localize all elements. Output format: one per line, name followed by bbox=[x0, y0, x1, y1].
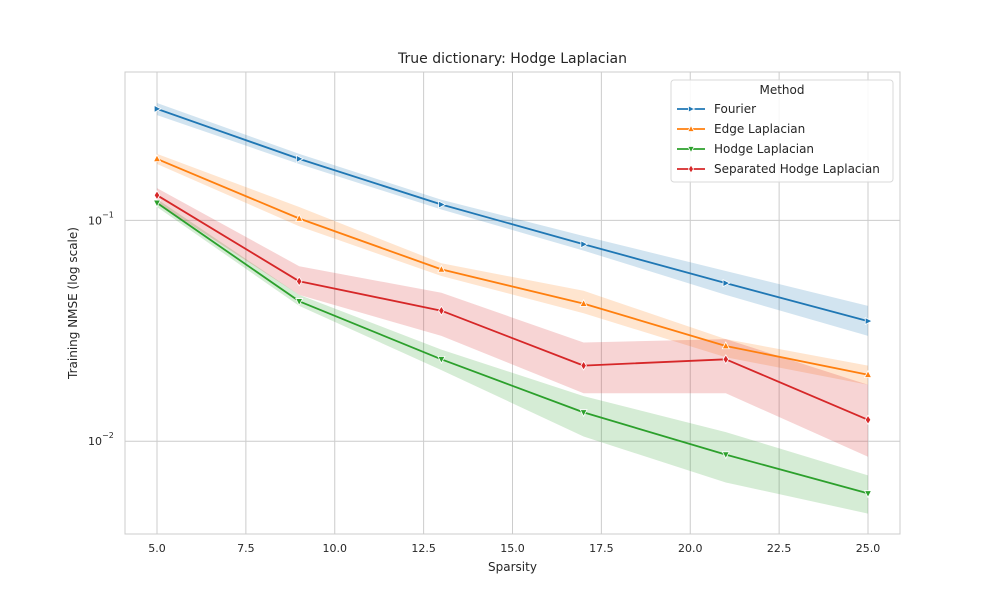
data-point-3 bbox=[864, 414, 872, 425]
data-point-1 bbox=[721, 341, 730, 350]
x-axis-label: Sparsity bbox=[488, 560, 537, 574]
x-tick-label: 17.5 bbox=[589, 542, 614, 555]
data-point-1 bbox=[437, 264, 446, 273]
legend-item-1: Edge Laplacian bbox=[677, 122, 805, 136]
x-tick-label: 20.0 bbox=[678, 542, 703, 555]
data-point-1 bbox=[152, 154, 162, 163]
x-tick-label: 15.0 bbox=[500, 542, 525, 555]
data-point-3 bbox=[153, 190, 161, 201]
data-point-2 bbox=[295, 298, 304, 307]
data-point-2 bbox=[863, 490, 873, 499]
y-tick-exponent: −1 bbox=[102, 210, 114, 219]
legend-label: Hodge Laplacian bbox=[714, 142, 814, 156]
data-point-0 bbox=[580, 240, 589, 249]
data-point-3 bbox=[295, 276, 303, 287]
x-tick-label: 25.0 bbox=[856, 542, 881, 555]
plot-frame bbox=[124, 71, 901, 535]
legend-marker bbox=[688, 105, 696, 113]
confidence-band-2 bbox=[157, 199, 868, 514]
data-point-1 bbox=[295, 213, 304, 222]
x-tick-label: 7.5 bbox=[237, 542, 255, 555]
legend-marker bbox=[687, 124, 695, 132]
data-point-1 bbox=[863, 369, 873, 378]
series-line-0 bbox=[156, 108, 869, 322]
confidence-band-3 bbox=[157, 188, 868, 457]
data-point-3 bbox=[722, 354, 730, 365]
y-tick-label: 10 −1 bbox=[88, 210, 114, 227]
series-line-3 bbox=[156, 194, 869, 421]
data-point-3 bbox=[438, 305, 445, 316]
chart-title: True dictionary: Hodge Laplacian bbox=[397, 51, 627, 67]
data-point-0 bbox=[438, 200, 447, 209]
series-line-1 bbox=[156, 158, 869, 376]
confidence-band-1 bbox=[157, 153, 868, 385]
legend-label: Edge Laplacian bbox=[714, 122, 805, 136]
legend-item-2: Hodge Laplacian bbox=[677, 142, 814, 156]
data-point-1 bbox=[579, 298, 588, 307]
legend-box bbox=[670, 79, 894, 183]
y-tick-exponent: −2 bbox=[102, 431, 114, 440]
y-tick-label: 10 −2 bbox=[88, 431, 114, 448]
data-point-0 bbox=[722, 279, 731, 288]
y-axis-label: Training NMSE (log scale) bbox=[66, 227, 80, 380]
x-tick-label: 10.0 bbox=[322, 542, 347, 555]
x-tick-label: 22.5 bbox=[767, 542, 792, 555]
legend-marker bbox=[687, 146, 695, 154]
x-tick-label: 12.5 bbox=[411, 542, 436, 555]
legend-label: Separated Hodge Laplacian bbox=[714, 162, 880, 176]
legend-marker bbox=[688, 164, 694, 174]
legend-label: Fourier bbox=[714, 102, 756, 116]
y-tick-base: 10 bbox=[88, 214, 102, 227]
x-tick-label: 5.0 bbox=[148, 542, 166, 555]
data-point-3 bbox=[580, 360, 587, 371]
data-point-0 bbox=[296, 154, 304, 163]
legend-item-3: Separated Hodge Laplacian bbox=[677, 162, 880, 176]
data-point-0 bbox=[864, 316, 873, 326]
data-point-2 bbox=[437, 356, 446, 365]
legend-item-0: Fourier bbox=[677, 102, 756, 116]
data-point-2 bbox=[579, 409, 588, 418]
series-line-2 bbox=[156, 202, 869, 495]
y-tick-base: 10 bbox=[88, 435, 102, 448]
legend-title: Method bbox=[759, 83, 804, 97]
data-point-0 bbox=[153, 104, 162, 113]
data-point-2 bbox=[721, 451, 730, 460]
confidence-band-0 bbox=[157, 103, 868, 336]
